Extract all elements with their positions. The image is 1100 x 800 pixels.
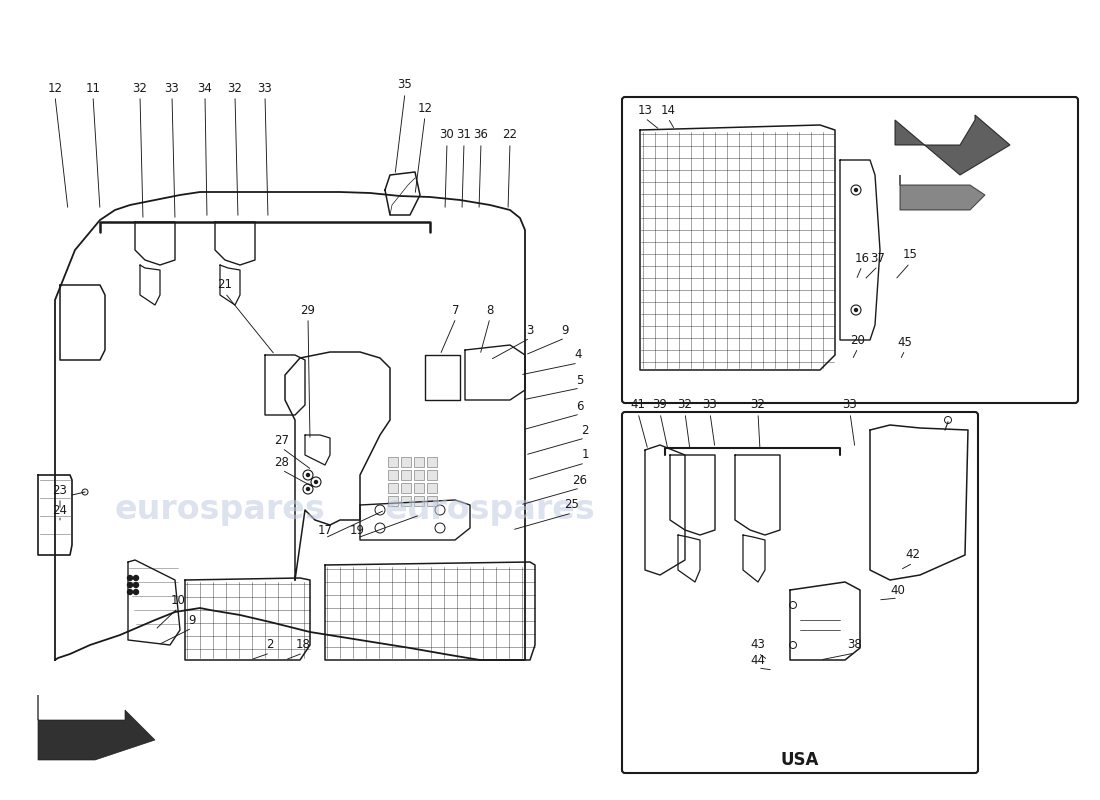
Bar xyxy=(414,457,424,467)
Text: 43: 43 xyxy=(750,638,766,651)
Text: eurospares: eurospares xyxy=(385,494,595,526)
Text: 12: 12 xyxy=(418,102,432,114)
Text: 36: 36 xyxy=(474,129,488,142)
Circle shape xyxy=(133,575,139,581)
Text: 22: 22 xyxy=(503,129,517,142)
Circle shape xyxy=(128,582,132,587)
Circle shape xyxy=(315,481,318,483)
Text: 15: 15 xyxy=(903,249,917,262)
Text: 37: 37 xyxy=(870,251,886,265)
Text: 10: 10 xyxy=(170,594,186,606)
Text: 26: 26 xyxy=(572,474,587,486)
Text: 1: 1 xyxy=(581,449,589,462)
Text: 9: 9 xyxy=(561,323,569,337)
Bar xyxy=(414,496,424,506)
Circle shape xyxy=(855,189,858,191)
Bar xyxy=(402,457,411,467)
Text: 2: 2 xyxy=(581,423,589,437)
Bar xyxy=(427,457,437,467)
Text: 31: 31 xyxy=(456,129,472,142)
Circle shape xyxy=(855,309,858,311)
FancyBboxPatch shape xyxy=(621,97,1078,403)
Text: 40: 40 xyxy=(891,583,905,597)
Bar xyxy=(427,483,437,493)
Circle shape xyxy=(128,575,132,581)
Text: 28: 28 xyxy=(275,455,289,469)
Text: 8: 8 xyxy=(486,303,494,317)
Text: 9: 9 xyxy=(188,614,196,626)
Text: 17: 17 xyxy=(318,523,332,537)
Bar xyxy=(388,470,398,480)
Text: 16: 16 xyxy=(855,251,869,265)
Text: 32: 32 xyxy=(750,398,766,411)
Circle shape xyxy=(307,487,309,490)
Text: 45: 45 xyxy=(898,335,912,349)
Circle shape xyxy=(133,590,139,594)
Text: 7: 7 xyxy=(452,303,460,317)
Text: 11: 11 xyxy=(86,82,100,94)
Text: eurospares: eurospares xyxy=(114,494,326,526)
Text: 4: 4 xyxy=(574,349,582,362)
Text: 3: 3 xyxy=(526,323,534,337)
Text: 33: 33 xyxy=(703,398,717,411)
Text: 20: 20 xyxy=(850,334,866,346)
Text: 33: 33 xyxy=(165,82,179,94)
Text: 32: 32 xyxy=(678,398,692,411)
Text: 27: 27 xyxy=(275,434,289,446)
Text: 44: 44 xyxy=(750,654,766,666)
Bar xyxy=(388,496,398,506)
Bar xyxy=(414,470,424,480)
Text: USA: USA xyxy=(781,751,820,769)
Text: 32: 32 xyxy=(228,82,242,94)
Polygon shape xyxy=(39,695,155,760)
Text: 33: 33 xyxy=(257,82,273,94)
Text: 23: 23 xyxy=(53,483,67,497)
Text: 18: 18 xyxy=(296,638,310,651)
Text: 41: 41 xyxy=(630,398,646,411)
FancyBboxPatch shape xyxy=(621,412,978,773)
Text: 33: 33 xyxy=(843,398,857,411)
Bar xyxy=(402,496,411,506)
Text: 12: 12 xyxy=(47,82,63,94)
Text: 25: 25 xyxy=(564,498,580,511)
Bar xyxy=(402,483,411,493)
Bar xyxy=(414,483,424,493)
Circle shape xyxy=(133,582,139,587)
Text: 38: 38 xyxy=(848,638,862,651)
Circle shape xyxy=(307,474,309,477)
Text: 30: 30 xyxy=(440,129,454,142)
Text: 5: 5 xyxy=(576,374,584,386)
Polygon shape xyxy=(895,115,1010,175)
Text: 19: 19 xyxy=(350,523,364,537)
Bar xyxy=(388,457,398,467)
Text: 21: 21 xyxy=(218,278,232,291)
Bar xyxy=(388,483,398,493)
Polygon shape xyxy=(900,175,984,210)
Text: 14: 14 xyxy=(660,103,675,117)
Text: 6: 6 xyxy=(576,399,584,413)
Text: 42: 42 xyxy=(905,549,921,562)
Bar xyxy=(402,470,411,480)
Text: 29: 29 xyxy=(300,303,316,317)
Text: 35: 35 xyxy=(397,78,412,91)
Text: 2: 2 xyxy=(266,638,274,651)
Text: 24: 24 xyxy=(53,503,67,517)
Circle shape xyxy=(128,590,132,594)
Text: 34: 34 xyxy=(198,82,212,94)
Text: 39: 39 xyxy=(652,398,668,411)
Text: 32: 32 xyxy=(133,82,147,94)
Text: 13: 13 xyxy=(638,103,652,117)
Bar xyxy=(427,470,437,480)
Bar xyxy=(427,496,437,506)
